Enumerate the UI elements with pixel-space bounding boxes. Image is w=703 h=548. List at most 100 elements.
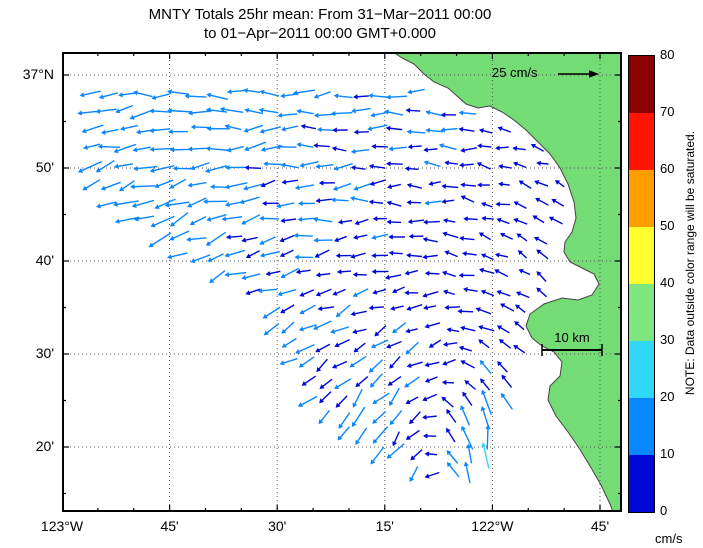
current-vector (77, 161, 102, 173)
current-vector (386, 94, 408, 100)
current-vector (257, 288, 278, 294)
current-vector (496, 217, 510, 225)
current-vector (438, 143, 457, 151)
current-vector (496, 290, 511, 297)
current-vector (315, 288, 332, 297)
current-vector (280, 217, 297, 224)
current-vector (406, 199, 422, 206)
current-vector (299, 289, 315, 297)
current-vector (485, 424, 491, 450)
current-vector (319, 391, 332, 404)
current-vector (313, 237, 333, 243)
current-vector (372, 392, 390, 404)
current-vector (172, 165, 193, 172)
current-vector (442, 231, 459, 239)
current-vector (371, 252, 389, 259)
chart-title-line2: to 01−Apr−2011 00:00 GMT+0.000 (204, 25, 436, 42)
colorbar-tick-label: 20 (660, 389, 675, 404)
current-vector (425, 110, 444, 117)
current-vector (371, 143, 388, 150)
current-vector (209, 270, 226, 284)
current-vector (350, 148, 370, 155)
current-vector (370, 111, 388, 118)
current-vector (369, 373, 383, 388)
current-vector (370, 446, 385, 465)
current-vector (406, 361, 423, 368)
current-vector (202, 198, 228, 205)
current-vector (409, 466, 419, 483)
current-vector (149, 108, 171, 114)
current-vector (386, 340, 402, 349)
x-axis-tick-label: 15' (375, 518, 394, 534)
current-vector (241, 273, 261, 281)
current-vector (460, 325, 476, 332)
current-vector (350, 310, 367, 317)
current-vector (516, 233, 528, 242)
current-vector (279, 249, 294, 258)
current-vector (205, 165, 228, 174)
current-vector (313, 91, 331, 99)
current-vector (296, 142, 314, 149)
current-vector (405, 396, 419, 404)
current-vector (133, 215, 154, 222)
current-vector (441, 396, 454, 408)
current-vector (190, 254, 211, 264)
current-vector (424, 200, 442, 206)
current-vector (478, 267, 495, 274)
current-vector (79, 90, 101, 98)
current-vector (206, 126, 231, 132)
colorbar-segment (629, 170, 654, 227)
current-vector (279, 234, 295, 243)
current-vector (244, 107, 264, 115)
current-vector (500, 303, 515, 312)
current-vector (494, 252, 509, 258)
colorbar-tick-label: 30 (660, 332, 675, 347)
colorbar-note: NOTE: Data outside color range will be s… (683, 130, 697, 396)
current-vector (299, 161, 319, 168)
current-vector (386, 200, 402, 207)
current-vector (151, 93, 170, 101)
current-vector (313, 320, 332, 330)
current-vector (259, 236, 276, 245)
current-vector (206, 92, 229, 101)
current-vector (444, 160, 458, 166)
current-vector (150, 215, 175, 228)
current-vector (409, 411, 421, 425)
current-vector (115, 104, 134, 114)
current-vector (460, 405, 470, 426)
current-vector (497, 361, 508, 373)
current-vector (210, 184, 228, 190)
current-vector (184, 93, 207, 99)
current-vector (369, 179, 387, 186)
current-vector (315, 163, 334, 169)
current-vector (351, 107, 371, 114)
current-vector (119, 180, 135, 192)
current-vector (389, 355, 401, 369)
current-vector (481, 201, 493, 208)
current-vector (315, 272, 331, 278)
current-vector (458, 345, 473, 352)
map-plot-area: 25 cm/s 10 km (62, 52, 622, 512)
current-vector (446, 427, 456, 443)
current-vector (392, 431, 400, 447)
current-vector (478, 339, 490, 349)
current-vector (95, 108, 117, 114)
y-axis-tick-label: 20' (35, 438, 54, 454)
colorbar-tick-label: 60 (660, 161, 675, 176)
current-vector (513, 201, 527, 210)
current-vector (388, 146, 407, 152)
current-vector (371, 233, 389, 240)
current-vector (423, 219, 440, 225)
current-vector (410, 449, 423, 461)
scale-bar-label: 10 km (554, 330, 590, 345)
x-axis-tick-label: 45' (160, 518, 179, 534)
current-vector (353, 182, 372, 191)
current-vector (355, 376, 369, 388)
chart-title-line1: MNTY Totals 25hr mean: From 31−Mar−2011 … (148, 6, 492, 23)
current-vector (169, 212, 189, 227)
current-vector (244, 141, 267, 152)
current-vector (462, 391, 473, 406)
current-vector (333, 93, 353, 99)
current-vector (169, 178, 187, 189)
current-vector (239, 196, 260, 205)
